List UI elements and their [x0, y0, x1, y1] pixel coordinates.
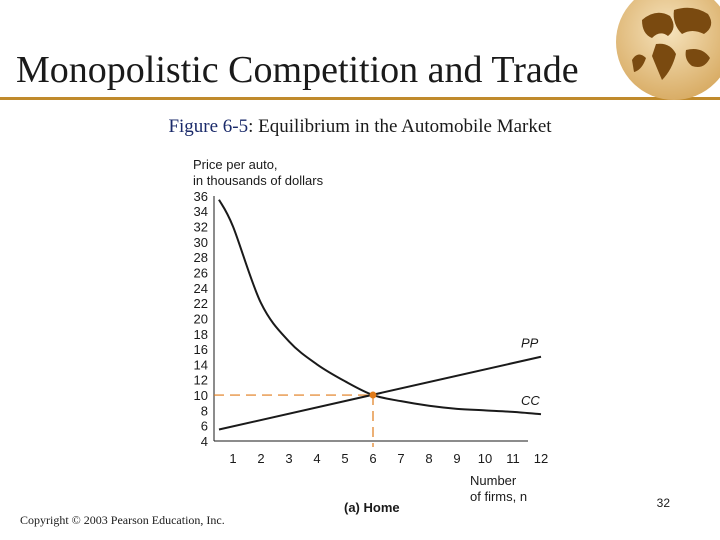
figure-caption-text: : Equilibrium in the Automobile Market — [248, 116, 552, 137]
y-tick-label: 34 — [194, 204, 208, 219]
x-tick-labels: 1 2 3 4 5 6 7 8 9 10 11 12 — [229, 451, 548, 466]
y-tick-label: 24 — [194, 281, 208, 296]
figure-caption: Figure 6-5: Equilibrium in the Automobil… — [0, 116, 720, 138]
y-tick-label: 32 — [194, 220, 208, 235]
series-line-pp — [218, 355, 542, 431]
series-line-cc — [218, 199, 542, 416]
y-axis-label-line2: in thousands of dollars — [193, 173, 324, 188]
globe-icon — [616, 0, 720, 100]
x-tick-label: 5 — [341, 451, 348, 466]
x-tick-label: 4 — [313, 451, 320, 466]
series-labels: CC PP — [521, 336, 540, 408]
series-label-cc: CC — [521, 393, 540, 408]
y-tick-label: 30 — [194, 235, 208, 250]
page-number: 32 — [656, 496, 670, 510]
y-tick-label: 8 — [201, 403, 208, 418]
x-tick-label: 8 — [425, 451, 432, 466]
y-tick-label: 28 — [194, 250, 208, 265]
x-tick-label: 6 — [369, 451, 376, 466]
x-axis-label-line2: of firms, n — [470, 489, 527, 504]
x-tick-label: 9 — [453, 451, 460, 466]
y-tick-label: 16 — [194, 342, 208, 357]
x-tick-label: 7 — [397, 451, 404, 466]
y-tick-label: 22 — [194, 296, 208, 311]
title-underline — [0, 97, 720, 100]
equilibrium-point — [369, 391, 377, 399]
x-tick-label: 3 — [285, 451, 292, 466]
x-tick-label: 10 — [478, 451, 492, 466]
x-tick-label: 11 — [506, 451, 520, 466]
equilibrium-marker — [369, 391, 377, 399]
copyright-text: Copyright © 2003 Pearson Education, Inc. — [20, 513, 225, 527]
x-tick-label: 12 — [534, 451, 548, 466]
y-tick-label: 10 — [194, 388, 208, 403]
equilibrium-guides — [214, 394, 374, 447]
series-label-pp: PP — [521, 336, 539, 351]
figure-number: Figure 6-5 — [168, 116, 249, 137]
y-tick-label: 12 — [194, 373, 208, 388]
y-tick-label: 18 — [194, 327, 208, 342]
slide-title: Monopolistic Competition and Trade — [16, 49, 579, 91]
y-tick-label: 26 — [194, 265, 208, 280]
y-tick-label: 36 — [194, 189, 208, 204]
y-tick-label: 4 — [201, 434, 208, 449]
y-tick-label: 20 — [194, 311, 208, 326]
x-tick-label: 1 — [229, 451, 236, 466]
y-tick-label: 14 — [194, 357, 208, 372]
y-tick-label: 6 — [201, 419, 208, 434]
y-axis-label-line1: Price per auto, — [193, 157, 278, 172]
x-axis-label-line1: Number — [470, 473, 517, 488]
panel-label: (a) Home — [344, 500, 400, 515]
x-tick-label: 2 — [257, 451, 264, 466]
